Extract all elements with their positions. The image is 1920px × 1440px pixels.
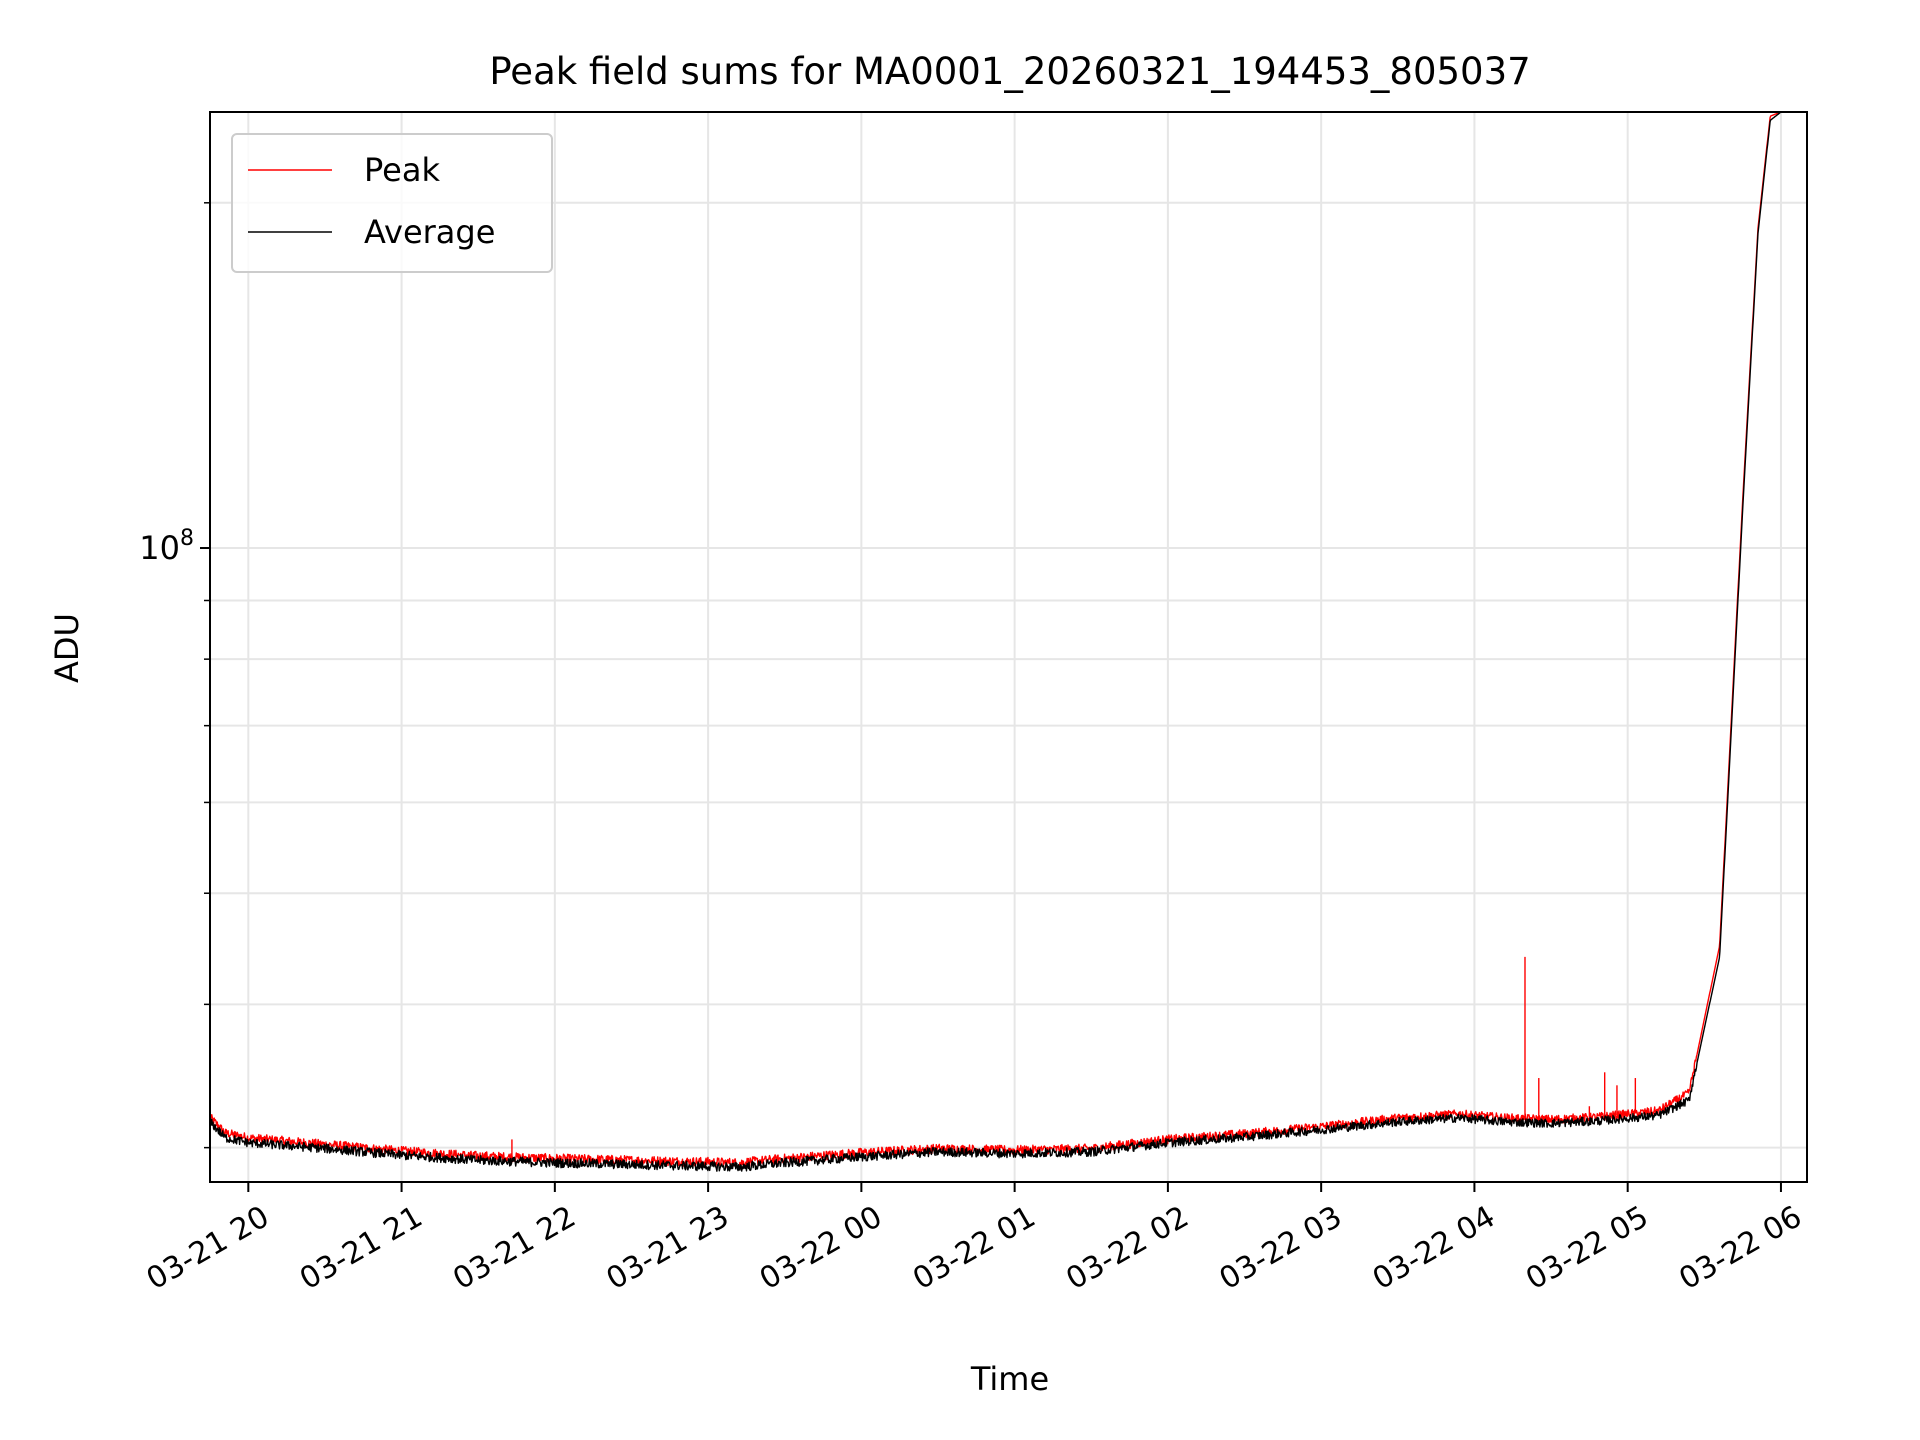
y-axis-label: ADU (48, 613, 86, 683)
legend-box (231, 133, 553, 273)
legend-label-average: Average (364, 213, 495, 251)
legend: Peak Average (231, 133, 553, 273)
series-lines (209, 111, 1782, 1172)
y-tick-label: 108 (139, 526, 194, 567)
plot-frame (209, 111, 1808, 1183)
legend-label-peak: Peak (364, 151, 440, 189)
x-axis-label: Time (970, 1360, 1049, 1398)
y-axis: 108 (139, 202, 210, 1149)
grid-lines (210, 112, 1807, 1182)
series-line-average (209, 111, 1782, 1172)
chart-title: Peak field sums for MA0001_20260321_1944… (489, 50, 1530, 93)
